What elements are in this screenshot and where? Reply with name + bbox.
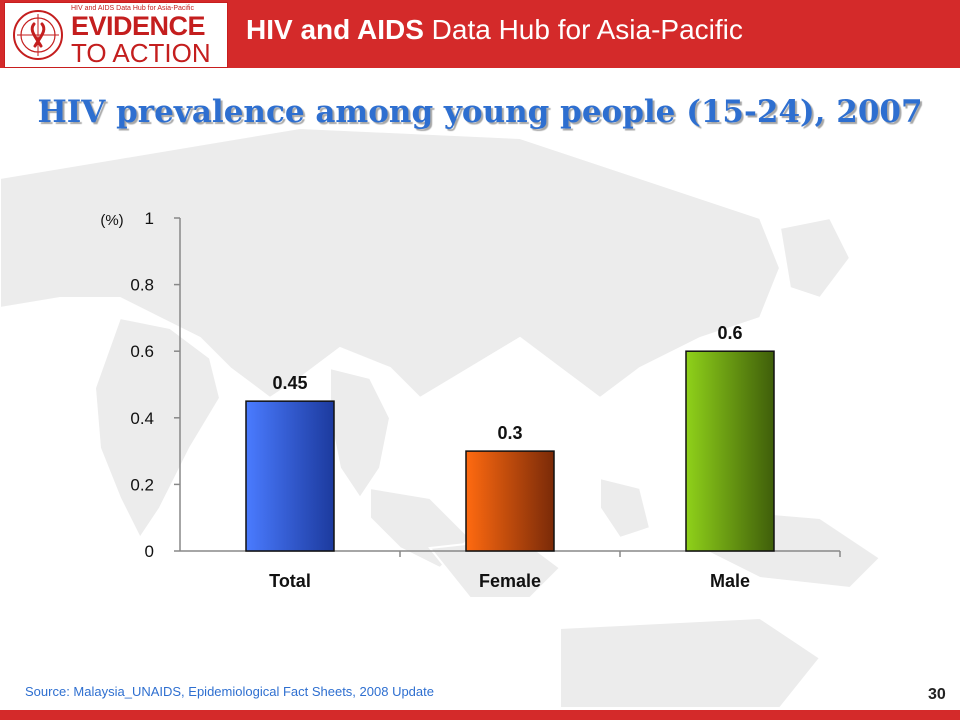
y-tick-label: 0.2: [130, 475, 154, 494]
asia-pacific-map-background: [0, 126, 882, 708]
evidence-to-action-logo[interactable]: HIV and AIDS Data Hub for Asia-Pacific E…: [4, 2, 228, 68]
data-label-female: 0.3: [497, 423, 522, 443]
logo-line2: TO ACTION: [71, 38, 211, 68]
data-label-total: 0.45: [272, 373, 307, 393]
un-emblem-icon: [13, 10, 63, 60]
footer-bar: [0, 710, 960, 720]
x-tick-label-total: Total: [269, 571, 311, 591]
header-bar: HIV and AIDS Data Hub for Asia-Pacific E…: [0, 0, 960, 68]
logo-line1: EVIDENCE: [71, 11, 206, 41]
y-tick-label: 0.6: [130, 342, 154, 361]
x-tick-label-female: Female: [479, 571, 541, 591]
y-tick-label: 0.4: [130, 409, 154, 428]
bar-total: [245, 400, 335, 552]
y-tick-label: 0: [145, 542, 154, 561]
y-axis-label: (%): [100, 212, 123, 229]
data-label-male: 0.6: [717, 323, 742, 343]
hub-title-rest: Data Hub for Asia-Pacific: [423, 14, 743, 45]
y-tick-label: 1: [145, 209, 154, 228]
y-tick-label: 0.8: [130, 276, 154, 295]
hub-title-bold: HIV and AIDS: [246, 14, 424, 45]
bar-female: [465, 450, 555, 552]
bar-male: [685, 350, 775, 552]
source-note: Source: Malaysia_UNAIDS, Epidemiological…: [25, 684, 434, 699]
slide-title: HIV prevalence among young people (15-24…: [37, 94, 923, 130]
hub-title: HIV and AIDS Data Hub for Asia-Pacific: [246, 14, 743, 46]
x-tick-label-male: Male: [710, 571, 750, 591]
logo-small-text: HIV and AIDS Data Hub for Asia-Pacific: [71, 5, 194, 12]
page-number: 30: [928, 686, 946, 703]
